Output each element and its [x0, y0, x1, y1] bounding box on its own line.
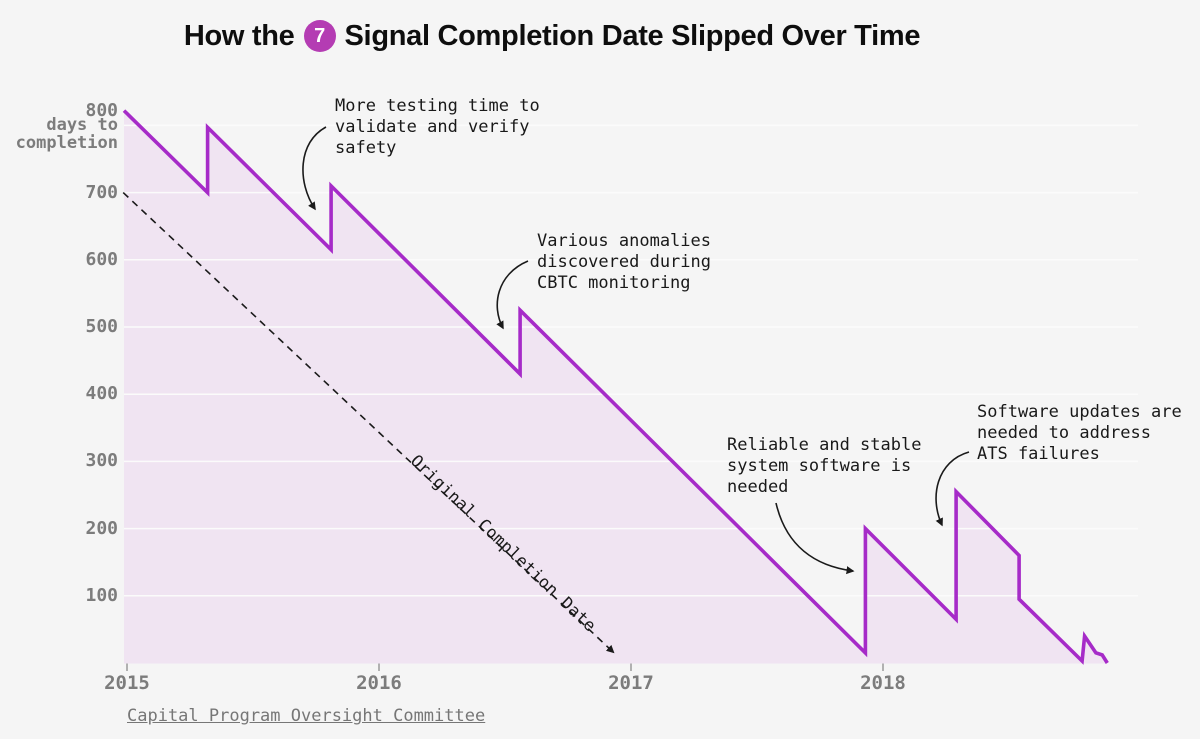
- annotation-text: Software updates are needed to address A…: [977, 402, 1182, 464]
- chart-title: How the 7 Signal Completion Date Slipped…: [0, 16, 1104, 56]
- days-to-completion-line: [122, 109, 1109, 665]
- source-link[interactable]: Capital Program Oversight Committee: [127, 706, 486, 726]
- y-tick-label: 800: [85, 100, 118, 121]
- title-suffix: Signal Completion Date Slipped Over Time: [344, 19, 921, 52]
- x-tick-label: 2017: [608, 672, 654, 694]
- subway-line-7-badge: 7: [303, 20, 336, 52]
- annotation-text: More testing time to validate and verify…: [335, 96, 540, 158]
- y-tick-label: 500: [85, 316, 118, 337]
- y-tick-label: 300: [85, 450, 118, 472]
- title-prefix: How the: [183, 19, 295, 52]
- x-tick-label: 2018: [860, 672, 906, 694]
- badge-number: 7: [314, 24, 325, 47]
- area-fill: [124, 110, 1108, 664]
- y-tick-label: 100: [85, 584, 118, 606]
- annotation-arrow: [496, 260, 529, 330]
- annotation-arrows: [302, 126, 970, 575]
- annotation-text: Various anomalies discovered during CBTC…: [537, 231, 711, 293]
- gridlines: [124, 124, 1138, 597]
- annotation-arrow: [935, 451, 970, 527]
- annotation-text: Reliable and stable system software is n…: [727, 435, 922, 497]
- y-axis-title: days to completion: [15, 115, 118, 153]
- y-tick-label: 400: [85, 383, 118, 405]
- y-tick-label: 200: [85, 517, 118, 539]
- annotation-arrow: [775, 502, 855, 575]
- axis-tick-marks: [126, 663, 884, 671]
- x-tick-label: 2016: [356, 672, 402, 694]
- y-tick-label: 600: [85, 248, 118, 270]
- x-tick-label: 2015: [104, 672, 150, 694]
- annotation-arrow: [302, 126, 327, 211]
- y-tick-label: 700: [85, 181, 118, 203]
